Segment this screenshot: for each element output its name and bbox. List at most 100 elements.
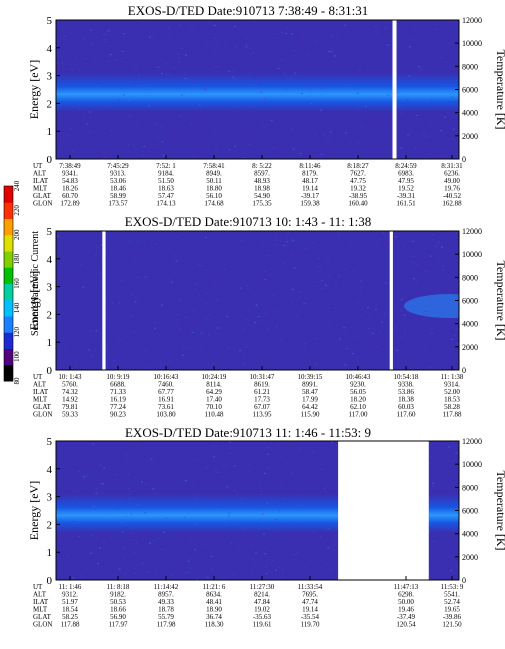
noise-pixel: [138, 74, 141, 76]
ephemeris-cell: 74.32: [62, 388, 78, 396]
noise-pixel: [261, 320, 264, 322]
ephemeris-cell: 121.50: [442, 621, 462, 629]
noise-pixel: [217, 471, 220, 473]
noise-pixel: [343, 364, 346, 366]
noise-pixel: [143, 512, 146, 514]
noise-pixel: [439, 56, 442, 58]
noise-pixel: [349, 141, 352, 143]
noise-pixel: [134, 301, 137, 303]
noise-pixel: [154, 125, 157, 127]
noise-pixel: [268, 473, 271, 475]
ephemeris-cell: 5760.: [62, 381, 78, 389]
y2-tick-label: 4000: [462, 530, 478, 539]
noise-pixel: [114, 59, 117, 61]
noise-pixel: [265, 573, 268, 575]
noise-pixel: [198, 104, 201, 106]
ephemeris-cell: 60.70: [62, 192, 78, 200]
y2-tick-label: 0: [462, 576, 466, 585]
noise-pixel: [77, 76, 80, 78]
noise-pixel: [215, 45, 218, 47]
noise-pixel: [314, 133, 317, 135]
spectrogram-image: [56, 231, 459, 370]
noise-pixel: [133, 262, 136, 264]
noise-pixel: [150, 365, 153, 367]
noise-pixel: [203, 88, 206, 90]
noise-pixel: [157, 538, 160, 540]
noise-pixel: [57, 235, 60, 237]
ephemeris-cell: 53.86: [398, 388, 414, 396]
noise-pixel: [298, 504, 301, 506]
noise-pixel: [356, 336, 359, 338]
ephemeris-row-label: UT: [33, 162, 43, 170]
noise-pixel: [228, 347, 231, 349]
noise-pixel: [357, 142, 360, 144]
noise-pixel: [263, 546, 266, 548]
noise-pixel: [128, 497, 131, 499]
y2-tick-label: 2000: [462, 553, 478, 562]
noise-pixel: [85, 474, 88, 476]
ephemeris-cell: 19.76: [444, 185, 460, 193]
noise-pixel: [217, 327, 220, 329]
noise-pixel: [84, 351, 87, 353]
noise-pixel: [240, 240, 243, 242]
noise-pixel: [117, 337, 120, 339]
noise-pixel: [189, 348, 192, 350]
noise-pixel: [100, 272, 103, 274]
noise-pixel: [56, 512, 59, 514]
noise-pixel: [396, 349, 399, 351]
noise-pixel: [321, 279, 324, 281]
noise-pixel: [150, 246, 153, 248]
noise-pixel: [215, 442, 218, 444]
ephemeris-cell: 117.00: [349, 411, 368, 419]
noise-pixel: [193, 494, 196, 496]
noise-pixel: [415, 115, 418, 117]
y2-axis-label: Temperature [K]: [494, 260, 505, 340]
noise-pixel: [326, 485, 329, 487]
noise-pixel: [170, 281, 173, 283]
y2-tick-label: 8000: [462, 273, 478, 282]
colorbar-swatch: [4, 218, 13, 236]
noise-pixel: [319, 536, 322, 538]
y-tick-label: 3: [47, 71, 53, 83]
noise-pixel: [265, 255, 268, 257]
noise-pixel: [285, 26, 288, 28]
noise-pixel: [255, 304, 258, 306]
ephemeris-cell: 56.10: [206, 192, 222, 200]
noise-pixel: [159, 517, 162, 519]
ephemeris-cell: 6298.: [398, 591, 414, 599]
noise-pixel: [214, 37, 217, 39]
ephemeris-cell: 7627.: [350, 170, 366, 178]
noise-pixel: [298, 495, 301, 497]
noise-pixel: [230, 542, 233, 544]
y2-tick-label: 6000: [462, 86, 478, 95]
noise-pixel: [282, 262, 285, 264]
ephemeris-cell: 56.05: [350, 388, 366, 396]
noise-pixel: [89, 330, 92, 332]
noise-pixel: [311, 242, 314, 244]
noise-pixel: [117, 99, 120, 101]
ephemeris-cell: 52.74: [444, 598, 460, 606]
noise-pixel: [423, 270, 426, 272]
noise-pixel: [91, 534, 94, 536]
noise-pixel: [121, 531, 124, 533]
noise-pixel: [386, 44, 389, 46]
y-tick-label: 2: [47, 98, 53, 110]
noise-pixel: [235, 156, 238, 158]
noise-pixel: [245, 318, 248, 320]
noise-pixel: [222, 572, 225, 574]
noise-pixel: [245, 46, 248, 48]
noise-pixel: [103, 541, 106, 543]
data-gap: [389, 231, 393, 370]
ephemeris-cell: 36.74: [206, 613, 222, 621]
noise-pixel: [109, 324, 112, 326]
ephemeris-cell: 18.38: [398, 396, 414, 404]
ephemeris-cell: 8114.: [206, 381, 222, 389]
noise-pixel: [320, 153, 323, 155]
panel-title: EXOS-D/TED Date:910713 7:38:49 - 8:31:31: [128, 3, 368, 18]
noise-pixel: [206, 577, 209, 579]
noise-pixel: [263, 472, 266, 474]
noise-pixel: [148, 105, 151, 107]
noise-pixel: [135, 444, 138, 446]
noise-pixel: [141, 563, 144, 565]
noise-pixel: [226, 316, 229, 318]
